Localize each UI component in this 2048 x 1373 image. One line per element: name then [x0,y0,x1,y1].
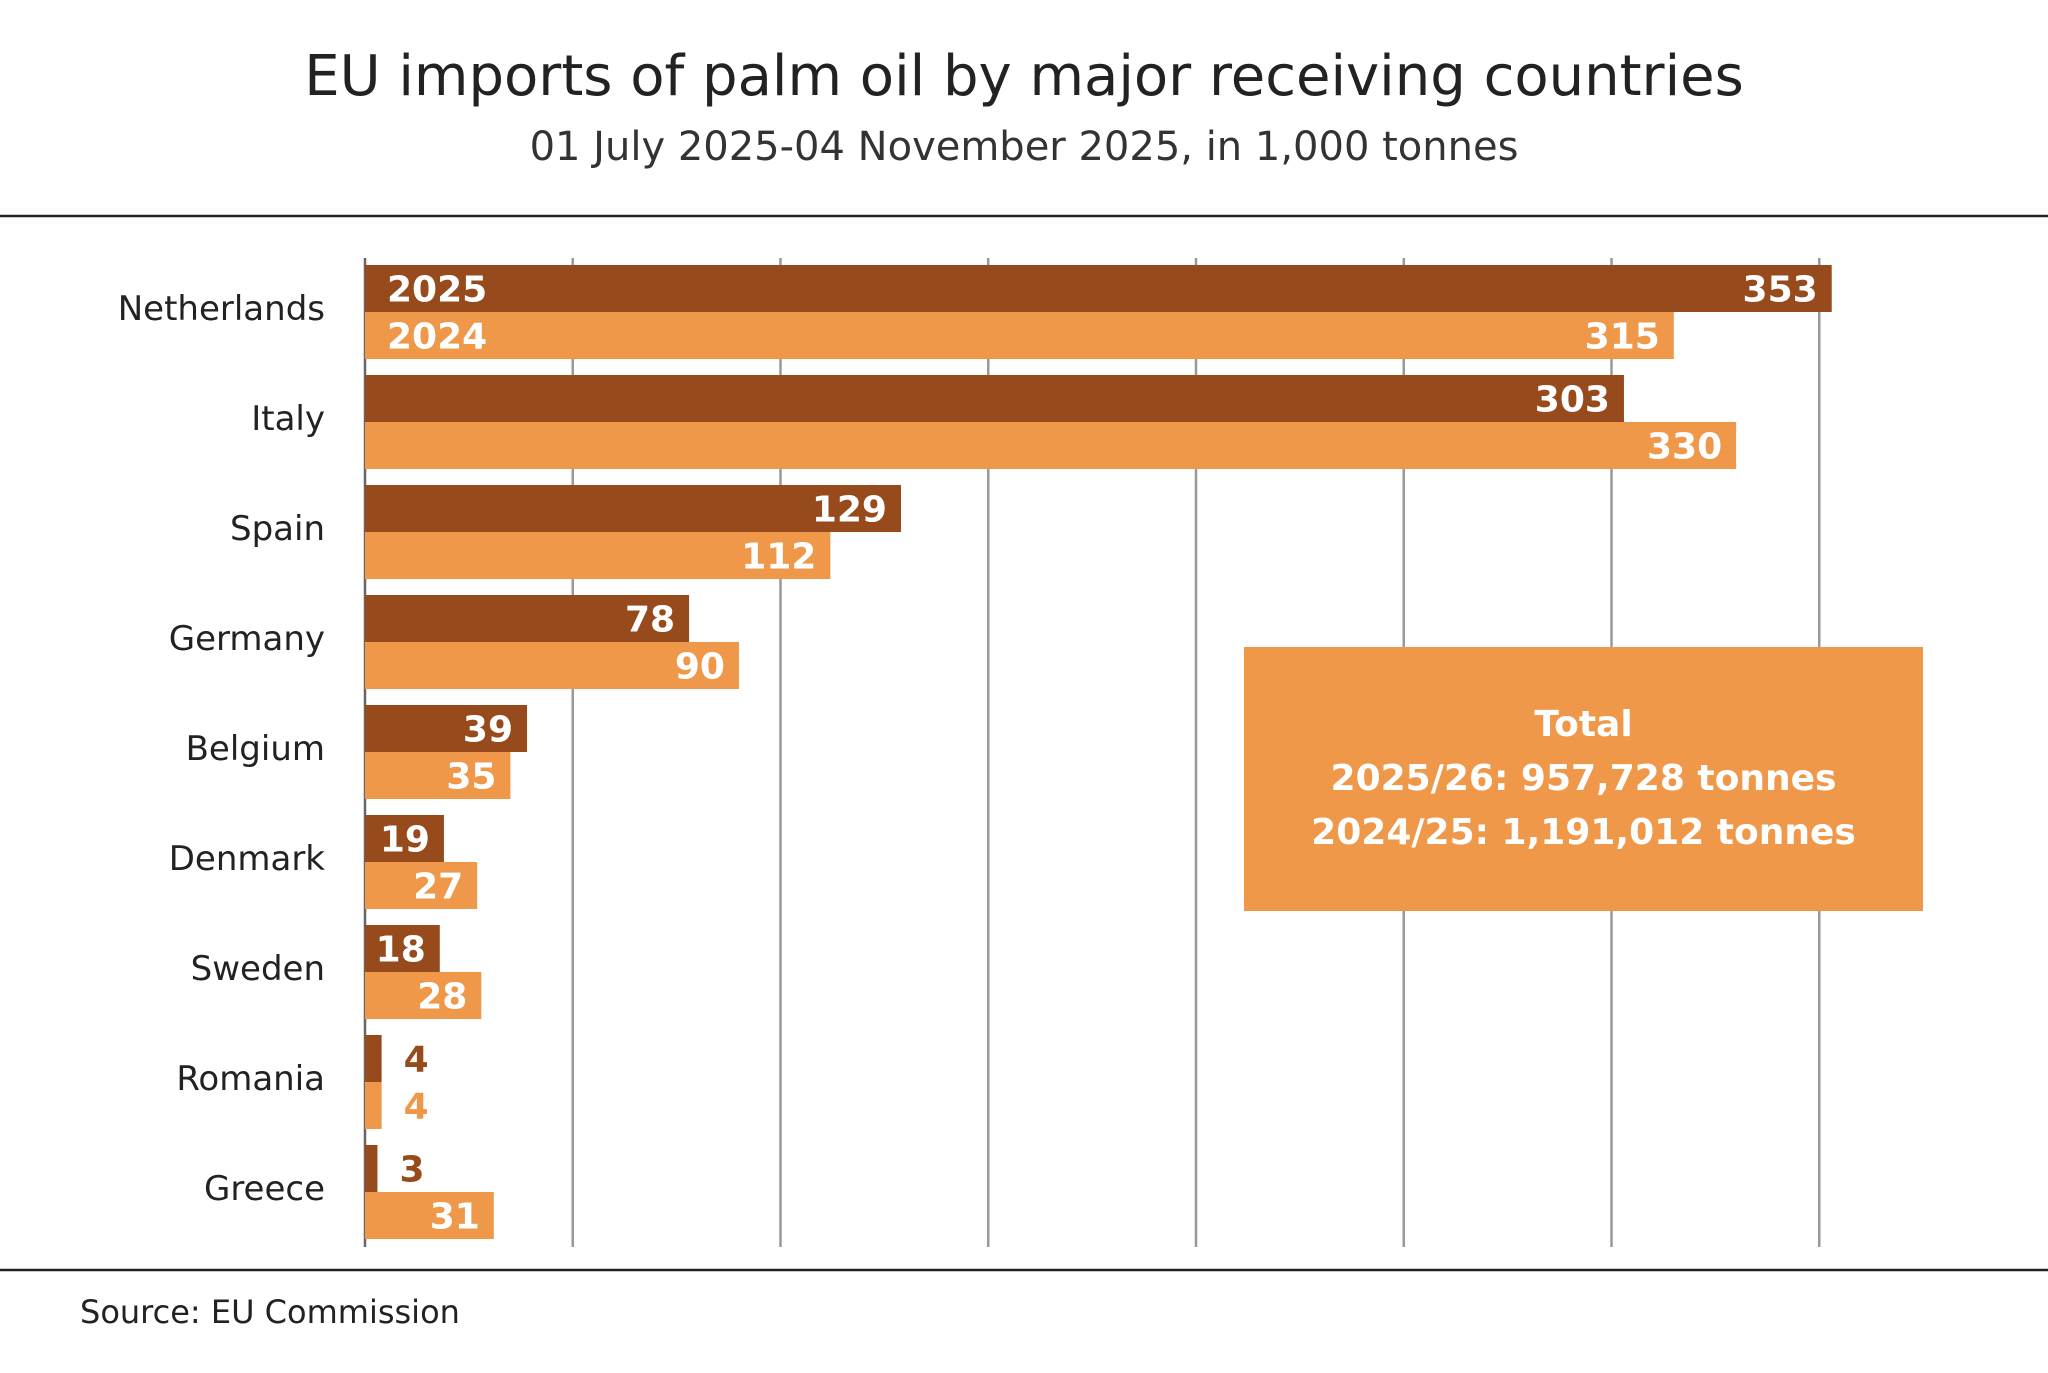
total-box: Total 2025/26: 957,728 tonnes 2024/25: 1… [1244,647,1923,911]
data-label-2024: 27 [413,867,463,908]
bar-2025 [365,705,528,752]
category-label: Sweden [191,949,325,989]
bar-2024 [365,752,511,799]
bar-2024 [365,862,478,909]
data-label-2024: 35 [446,757,496,798]
total-2024-line: 2024/25: 1,191,012 tonnes [1311,812,1856,853]
total-2025-line: 2025/26: 957,728 tonnes [1330,758,1837,799]
category-label: Spain [230,509,325,549]
bar-2025 [365,265,1832,312]
bar-2024 [365,312,1674,359]
chart-subtitle: 01 July 2025-04 November 2025, in 1,000 … [529,124,1519,170]
bar-2025 [365,485,901,532]
data-label-2025: 4 [404,1040,429,1081]
series-label-2024: 2024 [387,317,487,358]
bar-2025 [365,1035,382,1082]
series-label-2025: 2025 [387,270,487,311]
data-label-2024: 330 [1647,427,1722,468]
bar-2024 [365,1192,494,1239]
category-label: Denmark [169,839,326,879]
bar-2024 [365,532,831,579]
data-label-2024: 112 [741,537,816,578]
category-label: Italy [251,399,325,439]
bar-2024 [365,972,482,1019]
bar-2024 [365,422,1737,469]
data-label-2025: 129 [812,490,887,531]
chart-title: EU imports of palm oil by major receivin… [304,44,1744,109]
data-label-2025: 303 [1535,380,1610,421]
data-label-2025: 3 [399,1150,424,1191]
bar-2025 [365,375,1624,422]
data-label-2024: 90 [675,647,725,688]
data-label-2025: 19 [380,820,430,861]
bar-2025 [365,925,440,972]
data-label-2025: 39 [463,710,513,751]
bar-2025 [365,1145,378,1192]
data-label-2025: 78 [625,600,675,641]
category-label: Germany [169,619,325,659]
data-label-2025: 353 [1743,270,1818,311]
total-heading: Total [1534,704,1633,745]
bar-2025 [365,815,444,862]
data-label-2024: 315 [1585,317,1660,358]
bar-2024 [365,1082,382,1129]
category-label: Greece [204,1169,325,1209]
data-label-2025: 18 [376,930,426,971]
source-note: Source: EU Commission [80,1293,460,1331]
bar-2024 [365,642,739,689]
data-label-2024: 31 [430,1197,480,1238]
category-label: Belgium [186,729,325,769]
data-label-2024: 28 [417,977,467,1018]
category-label: Romania [176,1059,325,1099]
data-label-2024: 4 [404,1087,429,1128]
category-label: Netherlands [118,289,325,329]
bar-2025 [365,595,690,642]
